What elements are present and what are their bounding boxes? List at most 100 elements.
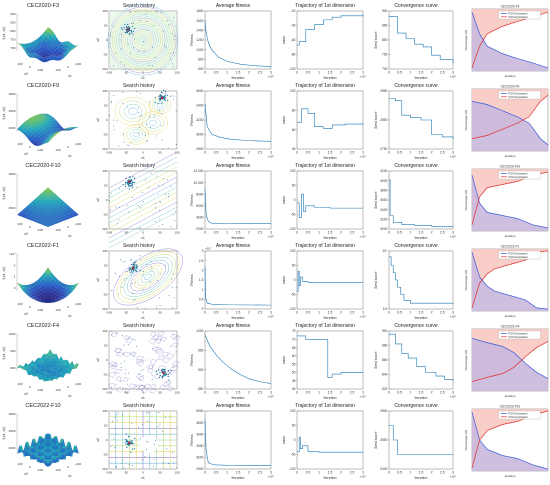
row-3-search-history: Search history 100 50 0 -50 -100 -100 -50 0 50 100… bbox=[95, 243, 183, 323]
row-1-surface-xtick: -100 bbox=[37, 148, 43, 152]
row-4-traj-title: Trajectory of 1st dimension bbox=[295, 323, 355, 329]
row-4-search-point bbox=[132, 338, 134, 340]
row-2-search-point bbox=[109, 200, 110, 202]
row-0-conv-xtick: 1 bbox=[409, 71, 411, 75]
row-0-search-point bbox=[167, 19, 169, 21]
row-3-conv-xtick: 1.5 bbox=[419, 311, 424, 315]
row-5-search-point bbox=[138, 426, 140, 428]
row-2-search-xtick: 0 bbox=[142, 231, 144, 235]
row-2-traj-xtick: 2 bbox=[340, 231, 342, 235]
row-2-avg-frame bbox=[204, 170, 272, 230]
row-5-traj-ytick: 0 bbox=[294, 438, 296, 442]
row-2-conv-ytick: 4000 bbox=[380, 179, 388, 183]
row-3-search-point bbox=[129, 268, 131, 270]
row-0-surface-facet bbox=[30, 48, 35, 53]
row-0-search-xtick: 100 bbox=[174, 71, 179, 75]
row-0-search-xtick: 50 bbox=[158, 71, 162, 75]
row-0-search-point bbox=[130, 29, 132, 32]
row-5-surface-ztick: 2500 bbox=[9, 429, 16, 433]
row-2-search-point bbox=[129, 176, 131, 178]
row-5-surface-svg: 3000 2500 2000 f(x1, x2) 100 0 -100 100 0 -100 x2 x… bbox=[2, 412, 81, 478]
row-2-surface-facet bbox=[43, 196, 49, 201]
row-5-search-point bbox=[131, 440, 134, 442]
row-3-surface-xtick: 0 bbox=[29, 305, 31, 309]
row-0-search-history: Search history 100 50 0 -50 -100 -100 -50 0 50 100… bbox=[95, 3, 183, 83]
row-5-conv-xtick: 1 bbox=[409, 471, 411, 475]
row-5-trajectory: Trajectory of 1st dimension 100 50 0 -50 -100… bbox=[280, 403, 370, 483]
row-0-search-xlabel: x1 bbox=[141, 76, 145, 80]
row-0-conv-ytick: 900 bbox=[382, 9, 388, 13]
row-1-search-point bbox=[144, 135, 146, 137]
row-3-search-xtick: -100 bbox=[106, 311, 112, 315]
row-2-surface-facet bbox=[52, 196, 57, 201]
row-1-search-best-point bbox=[160, 96, 164, 100]
row-3-avg-ytick: 0 bbox=[202, 307, 204, 311]
row-1-search-point bbox=[150, 126, 151, 128]
row-1-surface-facet bbox=[74, 126, 79, 128]
row-3-avg-xtick: 0.5 bbox=[214, 311, 219, 315]
row-2-search-point bbox=[115, 206, 117, 208]
row-5-surface-facet bbox=[74, 445, 79, 454]
row-1-surface-facet bbox=[50, 120, 55, 124]
row-0-avg-ytick: 1000 bbox=[196, 48, 204, 52]
row-5-search-point bbox=[127, 436, 130, 438]
row-2-search-point bbox=[130, 179, 132, 182]
row-1-search-point bbox=[136, 91, 138, 92]
row-2-search-point bbox=[155, 207, 157, 209]
row-1-search-point bbox=[109, 115, 111, 117]
row-5-surface-xtick: 0 bbox=[29, 465, 31, 469]
row-1-search-point bbox=[154, 115, 155, 117]
row-4-avg-xtick: 0.5 bbox=[214, 391, 219, 395]
row-0-search-point bbox=[132, 33, 134, 35]
row-0-search-point bbox=[148, 65, 150, 67]
row-0-search-point bbox=[152, 46, 153, 48]
row-1-search-point bbox=[170, 95, 172, 97]
row-3-search-best-point bbox=[131, 267, 134, 270]
row-5-search-history: Search history 100 50 0 -50 -100 -100 -50 0 50 100… bbox=[95, 403, 183, 483]
row-2-surface-ytick: -100 bbox=[75, 222, 81, 226]
row-1-surface-facet bbox=[45, 113, 51, 116]
row-4-traj-xtick: 2.5 bbox=[350, 391, 355, 395]
row-0-search-point bbox=[172, 66, 174, 67]
row-2-surface-facet bbox=[39, 206, 44, 210]
row-5-search-point bbox=[125, 440, 127, 443]
row-4-conv-xtick: 1 bbox=[409, 391, 411, 395]
row-4-function-title: CEC2022-F4 bbox=[26, 323, 60, 329]
row-4-search-point bbox=[124, 388, 126, 389]
row-4-surface-xtick: 0 bbox=[29, 385, 31, 389]
row-3-surface-facet bbox=[34, 280, 40, 286]
row-0-explore-legend-label: PSO Exploration bbox=[508, 12, 528, 16]
row-5-traj-xtick: 3 bbox=[362, 471, 364, 475]
row-5-avg-frame bbox=[204, 410, 272, 470]
row-2-search-point bbox=[176, 225, 178, 227]
row-1-search-point bbox=[147, 140, 149, 142]
row-2-search-point bbox=[127, 184, 130, 186]
row-3-search-point bbox=[134, 298, 136, 300]
row-0-surface-facet bbox=[72, 46, 77, 49]
row-0-search-point bbox=[174, 39, 175, 41]
row-4-traj-ytick: 50 bbox=[292, 371, 296, 375]
row-2-surface-xtick: -100 bbox=[37, 228, 43, 232]
row-0-surface-facet bbox=[72, 45, 77, 48]
row-2-surface-facet bbox=[52, 193, 57, 197]
row-5-search-ylabel: x2 bbox=[96, 438, 100, 442]
row-2-search-point bbox=[161, 224, 163, 226]
row-3-search-point bbox=[151, 269, 153, 271]
row-2-search-history: Search history 100 50 0 -50 -100 -100 -50 0 50 100… bbox=[95, 151, 183, 249]
row-4-search-contour bbox=[147, 367, 154, 374]
row-0-avg-ytick: 1600 bbox=[196, 19, 204, 23]
row-5-search-point bbox=[114, 416, 116, 418]
row-4-conv-xtick: 0.5 bbox=[397, 391, 402, 395]
row-0-search-point bbox=[120, 27, 122, 29]
row-3-conv-frame bbox=[388, 250, 454, 310]
row-4-traj-ylabel: value bbox=[282, 356, 286, 365]
row-3-surface-facet bbox=[72, 283, 77, 289]
row-0-surface-facet bbox=[47, 51, 53, 56]
row-2-avg-xlabel: Iteration bbox=[232, 236, 245, 240]
row-5-search-point bbox=[141, 424, 143, 426]
row-5-search-point bbox=[123, 467, 125, 469]
row-5-search-point bbox=[113, 438, 115, 440]
row-5-search-xlabel: x1 bbox=[141, 476, 145, 480]
row-2-surface-facet bbox=[28, 203, 33, 207]
row-2-search-point bbox=[125, 177, 127, 179]
